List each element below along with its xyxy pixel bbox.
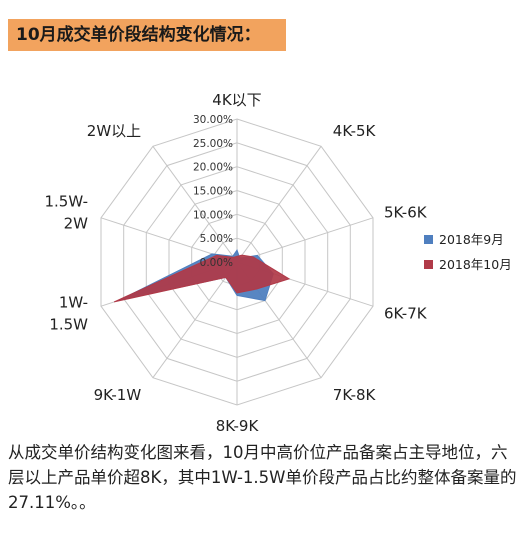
grid-spoke <box>236 146 322 263</box>
grid-spoke <box>152 146 238 263</box>
category-label: 1.5W <box>49 315 88 333</box>
category-labels: 4K以下 4K-5K 5K-6K 6K-7K 7K-8K 8K-9K 9K-1W 1W- 1.5… <box>45 91 428 435</box>
legend-label: 2018年9月 <box>439 232 504 247</box>
chart-title-banner: 10月成交单价段结构变化情况： <box>8 19 286 51</box>
caption-text: 从成交单价结构变化图来看，10月中高价位产品备案占主导地位，六层以上产品单价超8… <box>8 443 517 512</box>
category-label: 4K以下 <box>212 91 261 109</box>
radar-series <box>113 249 291 303</box>
r-tick-label: 0.00% <box>200 257 233 269</box>
r-tick-label: 25.00% <box>193 138 233 150</box>
category-label: 6K-7K <box>384 304 428 322</box>
category-label: 4K-5K <box>333 122 377 140</box>
category-label: 1W- <box>59 293 88 311</box>
legend-swatch <box>424 260 433 269</box>
category-label: 8K-9K <box>216 417 260 435</box>
chart-title: 10月成交单价段结构变化情况： <box>16 25 261 45</box>
r-tick-label: 5.00% <box>200 233 233 245</box>
category-label: 1.5W- <box>45 193 89 211</box>
legend: 2018年9月 2018年10月 <box>424 232 512 272</box>
r-tick-label: 30.00% <box>193 114 233 126</box>
radial-tick-labels: 0.00% 5.00% 10.00% 15.00% 20.00% 25.00% 30.00% <box>193 114 233 269</box>
legend-label: 2018年10月 <box>439 257 512 272</box>
category-label: 2W以上 <box>87 122 141 140</box>
category-label: 5K-6K <box>384 204 428 222</box>
r-tick-label: 20.00% <box>193 162 233 174</box>
category-label: 2W <box>64 215 89 233</box>
r-tick-label: 10.00% <box>193 209 233 221</box>
radar-chart: 0.00% 5.00% 10.00% 15.00% 20.00% 25.00% 30.00%… <box>45 91 512 435</box>
category-label: 7K-8K <box>333 386 377 404</box>
series-polygon-oct <box>113 254 291 303</box>
category-label: 9K-1W <box>94 386 142 404</box>
grid-spoke <box>236 217 374 263</box>
r-tick-label: 15.00% <box>193 186 233 198</box>
legend-swatch <box>424 235 433 244</box>
grid-spoke <box>152 261 238 378</box>
